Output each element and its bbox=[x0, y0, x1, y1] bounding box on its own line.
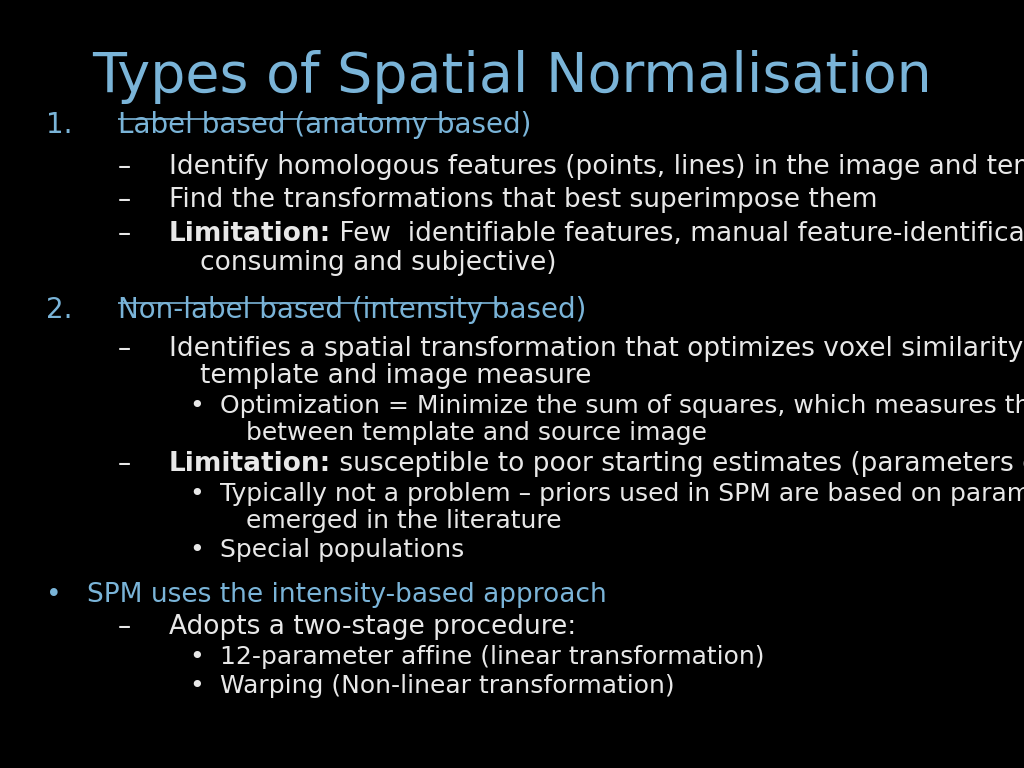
Text: between template and source image: between template and source image bbox=[246, 421, 707, 445]
Text: –: – bbox=[118, 451, 131, 477]
Text: Identify homologous features (points, lines) in the image and template: Identify homologous features (points, li… bbox=[169, 154, 1024, 180]
Text: Typically not a problem – priors used in SPM are based on parameters that have: Typically not a problem – priors used in… bbox=[220, 482, 1024, 506]
Text: Few  identifiable features, manual feature-identification (time: Few identifiable features, manual featur… bbox=[331, 221, 1024, 247]
Text: •: • bbox=[189, 482, 204, 506]
Text: Adopts a two-stage procedure:: Adopts a two-stage procedure: bbox=[169, 614, 577, 641]
Text: Non-label based (intensity based): Non-label based (intensity based) bbox=[118, 296, 586, 323]
Text: •: • bbox=[189, 538, 204, 561]
Text: –: – bbox=[118, 336, 131, 362]
Text: Special populations: Special populations bbox=[220, 538, 465, 561]
Text: Find the transformations that best superimpose them: Find the transformations that best super… bbox=[169, 187, 878, 214]
Text: 2.: 2. bbox=[46, 296, 73, 323]
Text: 12-parameter affine (linear transformation): 12-parameter affine (linear transformati… bbox=[220, 645, 765, 669]
Text: –: – bbox=[118, 154, 131, 180]
Text: –: – bbox=[118, 614, 131, 641]
Text: •: • bbox=[189, 674, 204, 698]
Text: Optimization = Minimize the sum of squares, which measures the difference: Optimization = Minimize the sum of squar… bbox=[220, 394, 1024, 418]
Text: Label based (anatomy based): Label based (anatomy based) bbox=[118, 111, 531, 139]
Text: Identifies a spatial transformation that optimizes voxel similarity,  between: Identifies a spatial transformation that… bbox=[169, 336, 1024, 362]
Text: •: • bbox=[189, 645, 204, 669]
Text: Limitation:: Limitation: bbox=[169, 451, 331, 477]
Text: Limitation:: Limitation: bbox=[169, 221, 331, 247]
Text: •: • bbox=[189, 394, 204, 418]
Text: Types of Spatial Normalisation: Types of Spatial Normalisation bbox=[92, 50, 932, 104]
Text: –: – bbox=[118, 187, 131, 214]
Text: –: – bbox=[118, 221, 131, 247]
Text: •: • bbox=[46, 582, 61, 608]
Text: 1.: 1. bbox=[46, 111, 73, 139]
Text: emerged in the literature: emerged in the literature bbox=[246, 509, 561, 533]
Text: SPM uses the intensity-based approach: SPM uses the intensity-based approach bbox=[87, 582, 607, 608]
Text: template and image measure: template and image measure bbox=[200, 363, 591, 389]
Text: susceptible to poor starting estimates (parameters chosen): susceptible to poor starting estimates (… bbox=[331, 451, 1024, 477]
Text: Warping (Non-linear transformation): Warping (Non-linear transformation) bbox=[220, 674, 675, 698]
Text: consuming and subjective): consuming and subjective) bbox=[200, 250, 556, 276]
